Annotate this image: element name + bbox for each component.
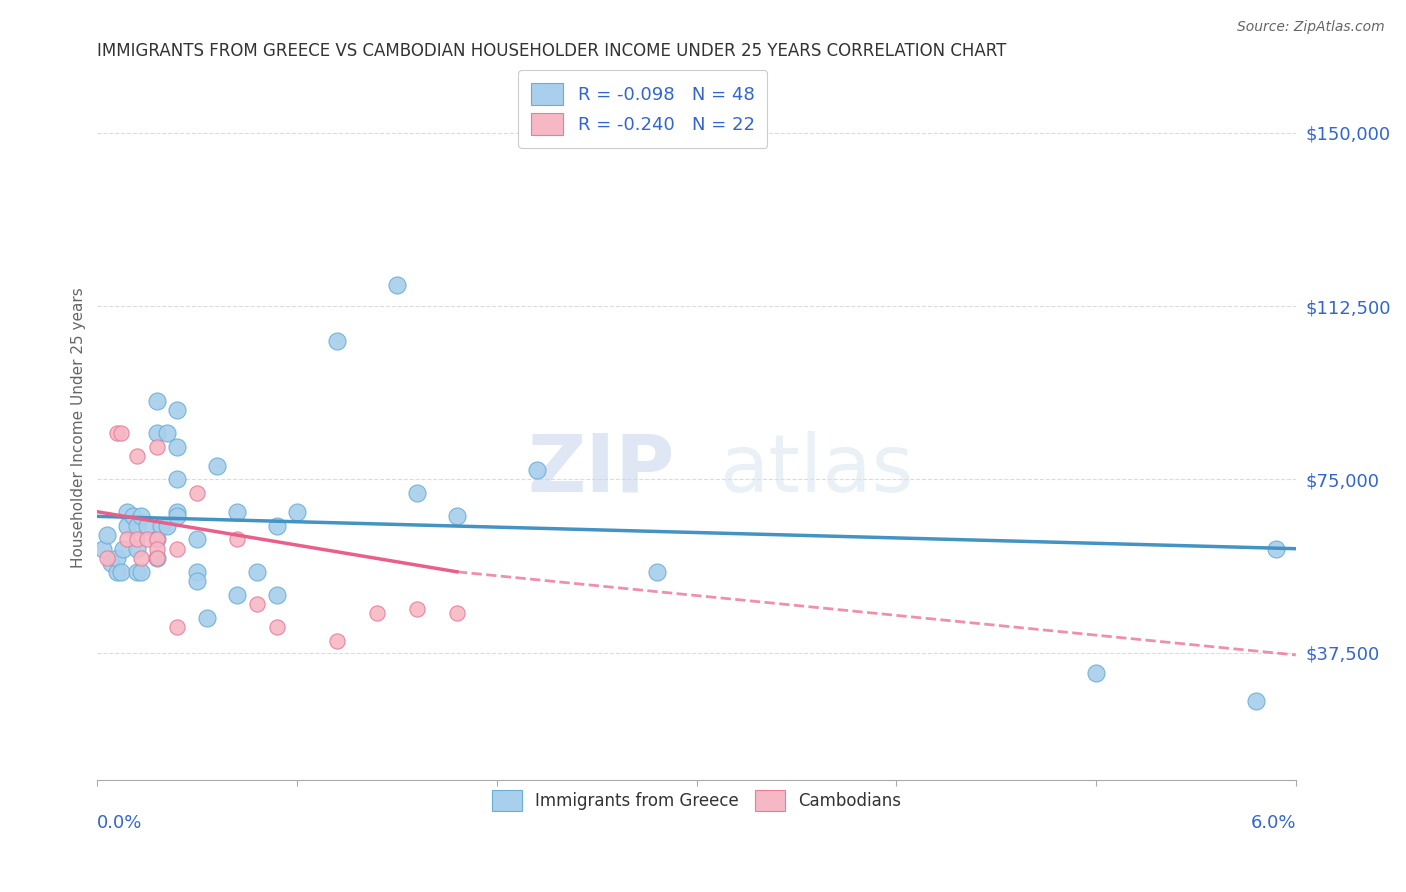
Point: [127, 541, 149, 556]
Point: [226, 588, 249, 602]
Point: [136, 533, 159, 547]
Point: [285, 505, 308, 519]
Point: [246, 565, 269, 579]
Point: [326, 634, 349, 648]
Point: [166, 403, 188, 417]
Point: [1244, 694, 1267, 708]
Point: [117, 505, 139, 519]
Legend: Immigrants from Greece, Cambodians: Immigrants from Greece, Cambodians: [481, 780, 911, 821]
Point: [166, 509, 188, 524]
Point: [645, 565, 668, 579]
Point: [150, 518, 173, 533]
Point: [406, 486, 429, 500]
Point: [266, 620, 288, 634]
Text: Source: ZipAtlas.com: Source: ZipAtlas.com: [1237, 20, 1385, 34]
Text: IMMIGRANTS FROM GREECE VS CAMBODIAN HOUSEHOLDER INCOME UNDER 25 YEARS CORRELATIO: IMMIGRANTS FROM GREECE VS CAMBODIAN HOUS…: [97, 42, 1007, 60]
Point: [186, 565, 208, 579]
Point: [146, 533, 169, 547]
Text: 6.0%: 6.0%: [1250, 814, 1296, 832]
Point: [186, 486, 208, 500]
Point: [127, 533, 149, 547]
Point: [112, 541, 135, 556]
Point: [166, 541, 188, 556]
Text: ZIP: ZIP: [527, 431, 675, 508]
Point: [385, 278, 408, 293]
Point: [105, 426, 128, 441]
Point: [205, 458, 228, 473]
Point: [110, 565, 132, 579]
Point: [266, 588, 288, 602]
Point: [446, 509, 468, 524]
Text: atlas: atlas: [720, 431, 914, 508]
Point: [526, 463, 548, 477]
Point: [195, 611, 218, 625]
Point: [129, 565, 152, 579]
Point: [166, 620, 188, 634]
Y-axis label: Householder Income Under 25 years: Householder Income Under 25 years: [72, 287, 86, 568]
Point: [366, 607, 388, 621]
Point: [246, 597, 269, 611]
Point: [406, 601, 429, 615]
Point: [1264, 541, 1286, 556]
Point: [96, 550, 118, 565]
Point: [105, 550, 128, 565]
Point: [146, 440, 169, 454]
Point: [122, 509, 145, 524]
Point: [136, 518, 159, 533]
Point: [146, 541, 169, 556]
Point: [146, 426, 169, 441]
Point: [186, 574, 208, 588]
Point: [146, 550, 169, 565]
Point: [186, 533, 208, 547]
Point: [156, 518, 179, 533]
Point: [129, 509, 152, 524]
Point: [146, 393, 169, 408]
Point: [146, 533, 169, 547]
Point: [117, 518, 139, 533]
Point: [127, 450, 149, 464]
Point: [166, 440, 188, 454]
Point: [446, 607, 468, 621]
Point: [226, 533, 249, 547]
Point: [110, 426, 132, 441]
Point: [146, 550, 169, 565]
Point: [226, 505, 249, 519]
Point: [129, 550, 152, 565]
Point: [117, 533, 139, 547]
Text: 0.0%: 0.0%: [97, 814, 143, 832]
Point: [127, 518, 149, 533]
Point: [105, 565, 128, 579]
Point: [100, 556, 122, 570]
Point: [166, 505, 188, 519]
Point: [326, 334, 349, 348]
Point: [166, 472, 188, 486]
Point: [127, 565, 149, 579]
Point: [266, 518, 288, 533]
Point: [96, 528, 118, 542]
Point: [156, 426, 179, 441]
Point: [1085, 666, 1108, 681]
Point: [93, 541, 115, 556]
